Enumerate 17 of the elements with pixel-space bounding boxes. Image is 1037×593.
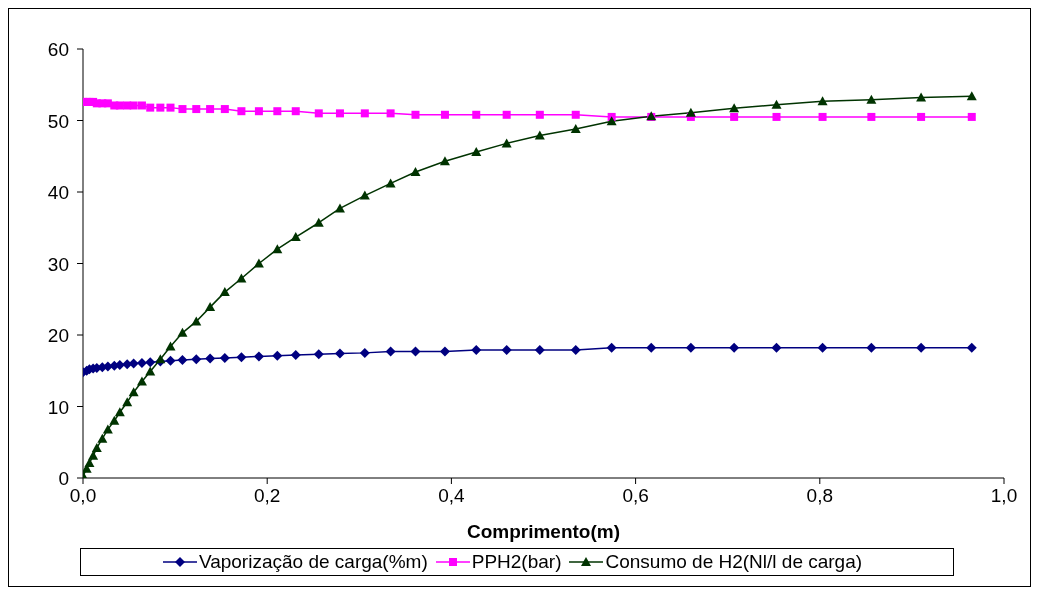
y-tick-label: 40 <box>47 182 69 203</box>
x-tick-label: 0,4 <box>438 485 466 506</box>
x-tick-label: 1,0 <box>990 485 1018 506</box>
y-tick-label: 0 <box>58 468 69 489</box>
legend-label: PPH2(bar) <box>471 551 562 573</box>
y-tick-label: 30 <box>47 253 69 275</box>
x-tick-label: 0,2 <box>253 485 281 506</box>
y-tick-label: 10 <box>47 396 69 418</box>
y-tick-label: 50 <box>47 110 69 132</box>
x-axis-title: Comprimento(m) <box>466 521 621 542</box>
legend-label: Consumo de H2(Nl/l de carga) <box>605 551 863 573</box>
x-tick-label: 0,6 <box>622 485 649 506</box>
legend-label: Vaporização de carga(%m) <box>198 551 428 573</box>
x-tick-label: 0,8 <box>806 485 834 506</box>
y-tick-label: 20 <box>47 325 69 346</box>
y-tick-label: 60 <box>47 39 69 60</box>
x-tick-label: 0,0 <box>69 485 97 506</box>
